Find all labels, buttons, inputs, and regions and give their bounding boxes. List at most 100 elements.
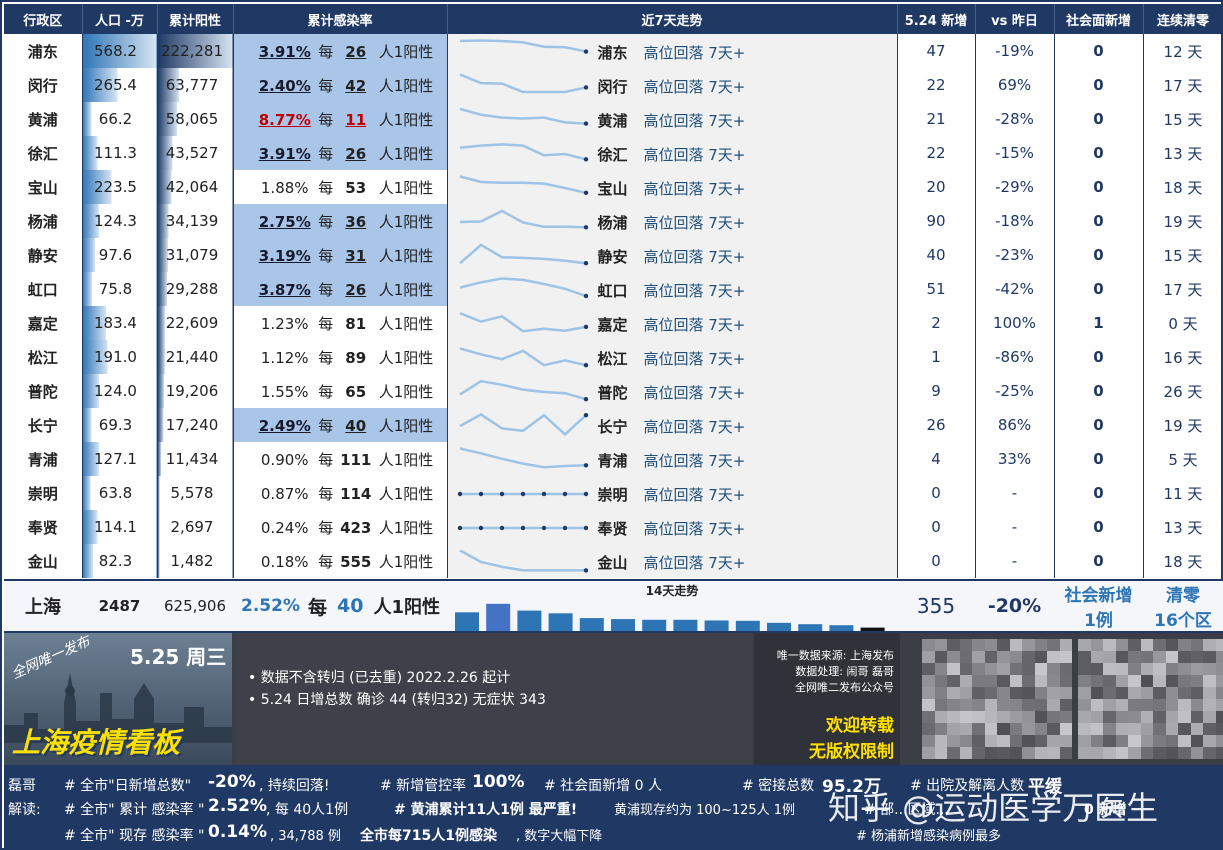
qr-pixel — [1059, 723, 1072, 735]
table-row[interactable]: 虹口 75.8 29,288 3.87% 每 26 人1阳性 虹口 高位回落 7天+ 51 -42%… — [4, 272, 1223, 306]
trend-desc: 高位回落 7天+ — [643, 248, 746, 266]
interp-l1j: 平缓 — [1028, 777, 1062, 797]
table-row[interactable]: 宝山 223.5 42,064 1.88% 每 53 人1阳性 宝山 高位回落 7天+ 20 -29… — [4, 170, 1223, 204]
qr-pixel — [1165, 747, 1178, 759]
days-value: 13 — [1163, 144, 1183, 163]
qr-pixel — [1047, 663, 1060, 675]
qr-pixel — [947, 747, 960, 759]
sparkline-point — [457, 491, 462, 497]
rate-value: 1.12% — [260, 348, 309, 367]
qr-pixel — [1115, 735, 1128, 747]
interp-l3a: # 全市" 现存 感染率 " — [64, 828, 205, 844]
table-row[interactable]: 静安 97.6 31,079 3.19% 每 31 人1阳性 静安 高位回落 7天+ 40 -23%… — [4, 238, 1223, 272]
table-row[interactable]: 金山 82.3 1,482 0.18% 每 555 人1阳性 金山 高位回落 7天+ 0-0 18 … — [4, 544, 1223, 578]
qr-pixel — [1215, 735, 1223, 747]
population-cell: 191.0 — [82, 340, 158, 374]
chart-bar — [486, 603, 511, 631]
table-row[interactable]: 黄浦 66.2 58,065 8.77% 每 11 人1阳性 黄浦 高位回落 7天+ 21 -28%… — [4, 102, 1223, 136]
trend-desc: 高位回落 7天+ — [643, 554, 746, 572]
interp-l3c: , 34,788 例 — [270, 829, 341, 844]
table-row[interactable]: 杨浦 124.3 34,139 2.75% 每 36 人1阳性 杨浦 高位回落 7天+ 90 -18… — [4, 204, 1223, 238]
table-row[interactable]: 闵行 265.4 63,777 2.40% 每 42 人1阳性 闵行 高位回落 7天+ 22 69%… — [4, 68, 1223, 102]
qr-pixel — [959, 639, 972, 651]
qr-pixel — [934, 687, 947, 699]
qr-pixel — [1140, 747, 1153, 759]
rate-value: 0.18% — [260, 552, 309, 571]
qr-pixel — [984, 723, 997, 735]
qr-pixel — [1140, 699, 1153, 711]
days-unit: 天 — [1187, 212, 1203, 231]
per-label: 每 — [318, 280, 334, 299]
vs-yesterday: -19% — [975, 34, 1055, 68]
qr-pixel — [1034, 639, 1047, 651]
qr-pixel — [1090, 675, 1103, 687]
table-row[interactable]: 浦东 568.2 222,281 3.91% 每 26 人1阳性 浦东 高位回落 7天+ 47 -1… — [4, 34, 1223, 68]
table-row[interactable]: 长宁 69.3 17,240 2.49% 每 40 人1阳性 长宁 高位回落 7天+ 26 86% 0… — [4, 408, 1223, 442]
qr-pixel — [1078, 723, 1091, 735]
days-unit: 天 — [1187, 348, 1203, 367]
qr-pixel — [959, 723, 972, 735]
rate-value: 0.87% — [260, 484, 309, 503]
welcome-line-2: 无版权限制 — [809, 742, 894, 762]
interp-l1d: # 新增管控率 — [380, 778, 467, 794]
qr-pixel — [1034, 663, 1047, 675]
vs-yesterday: 33% — [975, 442, 1055, 476]
table-row[interactable]: 嘉定 183.4 22,609 1.23% 每 81 人1阳性 嘉定 高位回落 7天+ 2 100%… — [4, 306, 1223, 340]
sparkline-point — [541, 491, 546, 497]
column-header: 近7天走势 — [447, 4, 898, 34]
qr-pixel — [984, 663, 997, 675]
days-value: 26 — [1163, 382, 1183, 401]
social-new: 0 — [1054, 340, 1144, 374]
vs-yesterday: -29% — [975, 170, 1055, 204]
rate-value: 8.77% — [258, 110, 311, 129]
qr-pixel — [947, 723, 960, 735]
qr-pixel — [1090, 651, 1103, 663]
qr-pixel — [1153, 639, 1166, 651]
population-cell: 97.6 — [82, 238, 158, 272]
table-row[interactable]: 普陀 124.0 19,206 1.55% 每 65 人1阳性 普陀 高位回落 7天+ 9 -25%… — [4, 374, 1223, 408]
per-number: 40 — [345, 416, 367, 435]
clear-days: 16 天 — [1143, 340, 1223, 374]
qr-pixel — [1034, 651, 1047, 663]
table-row[interactable]: 奉贤 114.1 2,697 0.24% 每 423 人1阳性 奉贤 高位回落 7天+ 0-0 13… — [4, 510, 1223, 544]
qr-pixel — [1128, 699, 1141, 711]
per-number: 423 — [340, 518, 372, 537]
qr-pixel — [1009, 687, 1022, 699]
days-unit: 天 — [1187, 280, 1203, 299]
qr-pixel — [984, 687, 997, 699]
qr-code-2-icon — [1078, 639, 1223, 759]
qr-pixel — [1078, 675, 1091, 687]
qr-pixel — [1078, 687, 1091, 699]
trend-district: 闵行 — [597, 78, 628, 96]
social-line1: 社会新增 — [1064, 586, 1133, 606]
days-value: 19 — [1163, 212, 1183, 231]
population-cell: 82.3 — [82, 544, 158, 578]
days-unit: 天 — [1187, 246, 1203, 265]
trend-desc: 高位回落 7天+ — [643, 520, 746, 538]
qr-pixel — [959, 651, 972, 663]
table-row[interactable]: 松江 191.0 21,440 1.12% 每 89 人1阳性 松江 高位回落 7天+ 1 -86%… — [4, 340, 1223, 374]
table-row[interactable]: 徐汇 111.3 43,527 3.91% 每 26 人1阳性 徐汇 高位回落 7天+ 22 -15… — [4, 136, 1223, 170]
sparkline-point — [583, 413, 588, 418]
district-name: 松江 — [4, 340, 83, 374]
table-row[interactable]: 青浦 127.1 11,434 0.90% 每 111 人1阳性 青浦 高位回落 7天+ 4 33%… — [4, 442, 1223, 476]
per-label: 每 — [318, 246, 334, 265]
qr-pixel — [984, 639, 997, 651]
qr-pixel — [934, 663, 947, 675]
sparkline-point — [583, 85, 588, 90]
qr-pixel — [1128, 711, 1141, 723]
infection-rate-cell: 3.19% 每 31 人1阳性 — [233, 238, 448, 272]
trend-cell: 长宁 高位回落 7天+ — [447, 408, 898, 442]
trend-desc: 高位回落 7天+ — [643, 78, 746, 96]
qr-pixel — [997, 711, 1010, 723]
qr-pixel — [1203, 735, 1216, 747]
table-row[interactable]: 崇明 63.8 5,578 0.87% 每 114 人1阳性 崇明 高位回落 7天+ 0-0 11 … — [4, 476, 1223, 510]
days-value: 15 — [1163, 110, 1183, 129]
vs-yesterday: 86% — [975, 408, 1055, 442]
column-header: 社会面新增 — [1054, 4, 1144, 34]
qr-pixel — [1115, 675, 1128, 687]
rate-value: 0.24% — [260, 518, 309, 537]
infection-rate-cell: 3.87% 每 26 人1阳性 — [233, 272, 448, 306]
sparkline-point — [583, 157, 588, 162]
new-cases: 40 — [897, 238, 976, 272]
